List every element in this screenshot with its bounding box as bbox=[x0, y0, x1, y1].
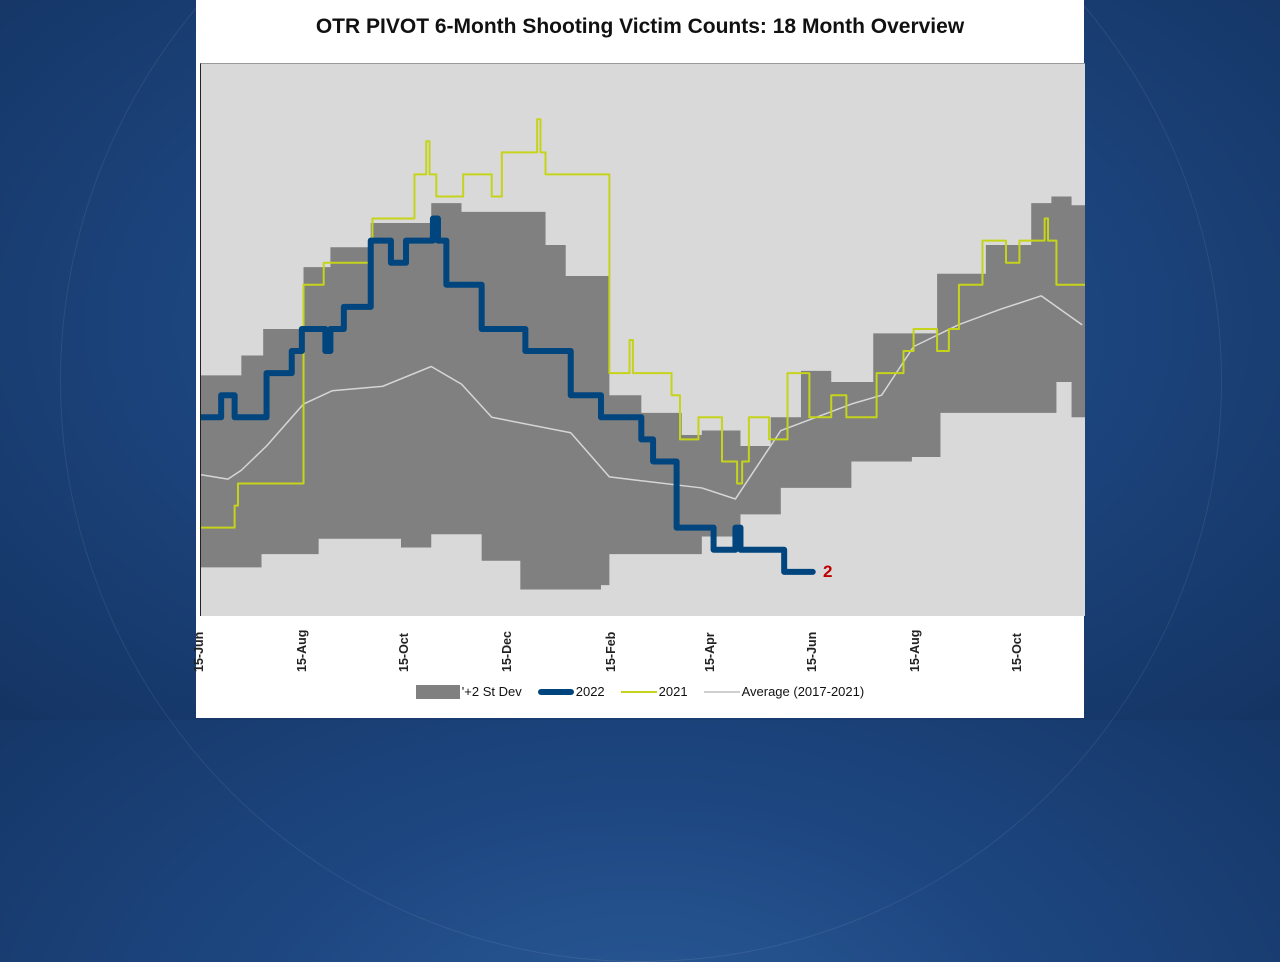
chart-svg bbox=[201, 118, 1085, 590]
legend-label-average: Average (2017-2021) bbox=[741, 684, 865, 699]
end-value-label: 2 bbox=[823, 562, 833, 581]
x-tick-label: 15-Aug bbox=[294, 629, 309, 672]
plot-area bbox=[200, 63, 1085, 616]
legend-label-2021: 2021 bbox=[658, 684, 688, 699]
x-tick-label: 15-Oct bbox=[397, 633, 412, 672]
legend-item-average: Average (2017-2021) bbox=[703, 684, 865, 699]
legend-swatch-band bbox=[415, 684, 460, 699]
band-plus-minus-2-st-dev bbox=[201, 196, 1085, 590]
series-2021-line bbox=[201, 118, 1085, 529]
x-tick-label: 15-Dec bbox=[499, 631, 514, 672]
x-tick-label: 15-Jun bbox=[805, 631, 820, 672]
legend-swatch-average bbox=[703, 690, 740, 693]
x-tick-label: 15-Oct bbox=[1010, 633, 1025, 672]
x-tick-label: 15-Feb bbox=[603, 631, 618, 672]
chart-title: OTR PIVOT 6-Month Shooting Victim Counts… bbox=[315, 15, 965, 38]
x-tick-label: 15-Jun bbox=[192, 631, 206, 672]
legend-swatch-2021 bbox=[620, 690, 657, 693]
legend-label-band: '+2 St Dev bbox=[461, 684, 522, 699]
x-tick-label: 15-Aug bbox=[907, 629, 922, 672]
legend-label-2022: 2022 bbox=[575, 684, 605, 699]
legend-item-band: '+2 St Dev bbox=[415, 684, 522, 699]
series-2022-line bbox=[201, 215, 816, 575]
legend-item-2022: 2022 bbox=[537, 684, 605, 699]
legend-swatch-2022 bbox=[537, 688, 574, 695]
legend: '+2 St Dev 2022 2021 Average (2017-2021) bbox=[196, 684, 1084, 699]
legend-item-2021: 2021 bbox=[620, 684, 688, 699]
chart-panel: OTR PIVOT 6-Month Shooting Victim Counts… bbox=[192, 0, 1085, 718]
x-tick-label: 15-Apr bbox=[702, 632, 717, 672]
